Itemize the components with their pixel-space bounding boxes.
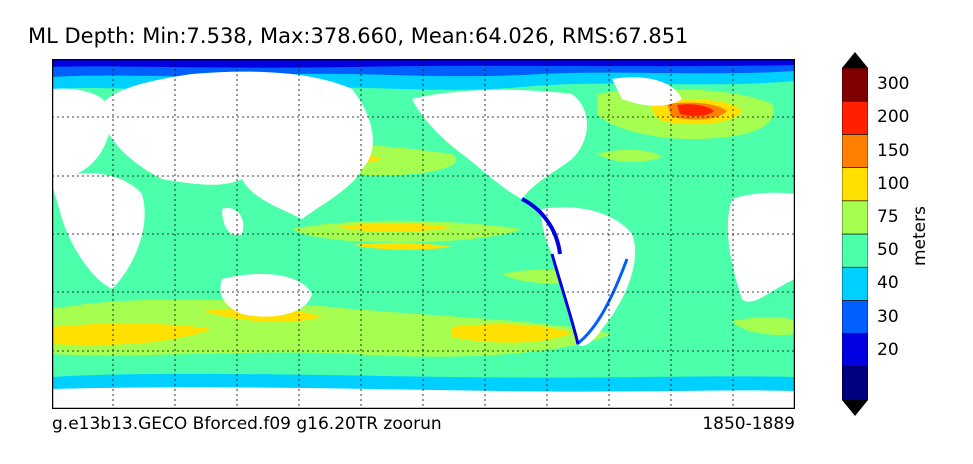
sa-east-coast	[576, 258, 629, 346]
run-identifier: g.e13b13.GECO Bforced.f09 g16.20TR zooru…	[52, 414, 442, 434]
colorbar	[841, 52, 869, 416]
sats-band	[732, 317, 795, 335]
southern-ocean-band	[52, 299, 612, 357]
colorbar-swatch	[841, 300, 869, 334]
colorbar-max-arrow	[842, 52, 868, 68]
colorbar-swatch	[841, 366, 869, 401]
map-title: ML Depth: Min:7.538, Max:378.660, Mean:6…	[28, 24, 689, 48]
india	[222, 208, 244, 236]
eurasia	[100, 71, 373, 219]
colorbar-swatch	[841, 266, 869, 301]
greenland	[612, 77, 682, 106]
colorbar-tick-label: 300	[877, 74, 910, 95]
map-frame	[52, 59, 795, 409]
graticule	[52, 59, 795, 409]
eq-pacific-core2	[352, 242, 452, 250]
colorbar-tick-label: 75	[877, 206, 899, 227]
colorbar-tick-label: 150	[877, 140, 910, 161]
soi-yellow1	[52, 323, 212, 346]
africa-east	[727, 192, 795, 302]
mixed-layer-depth-map	[52, 59, 795, 409]
natl-red	[677, 104, 714, 116]
antarctica	[52, 387, 795, 409]
colorbar-tick-label: 20	[877, 339, 899, 360]
colorbar-tick-label: 40	[877, 273, 899, 294]
soi-yellow3	[452, 324, 572, 343]
colorbar-swatch	[841, 200, 869, 235]
colorbar-swatch	[841, 67, 869, 102]
year-range: 1850-1889	[702, 414, 795, 434]
colorbar-min-arrow	[842, 400, 868, 416]
colorbar-tick-label: 200	[877, 107, 910, 128]
africa-west	[52, 173, 145, 289]
colorbar-tick-label: 50	[877, 240, 899, 261]
colorbar-tick-label: 100	[877, 173, 910, 194]
colorbar-swatch	[841, 167, 869, 202]
colorbar-swatch	[841, 233, 869, 268]
australia	[220, 274, 312, 317]
colorbar-swatch	[841, 134, 869, 168]
sa-west-coast	[550, 253, 580, 345]
colorbar-swatch	[841, 333, 869, 368]
south-america	[541, 207, 636, 346]
natl-sub	[597, 149, 662, 163]
colorbar-tick-label: 30	[877, 306, 899, 327]
europe-west	[52, 88, 112, 179]
colorbar-swatch	[841, 100, 869, 135]
colorbar-unit: meters	[910, 206, 930, 266]
